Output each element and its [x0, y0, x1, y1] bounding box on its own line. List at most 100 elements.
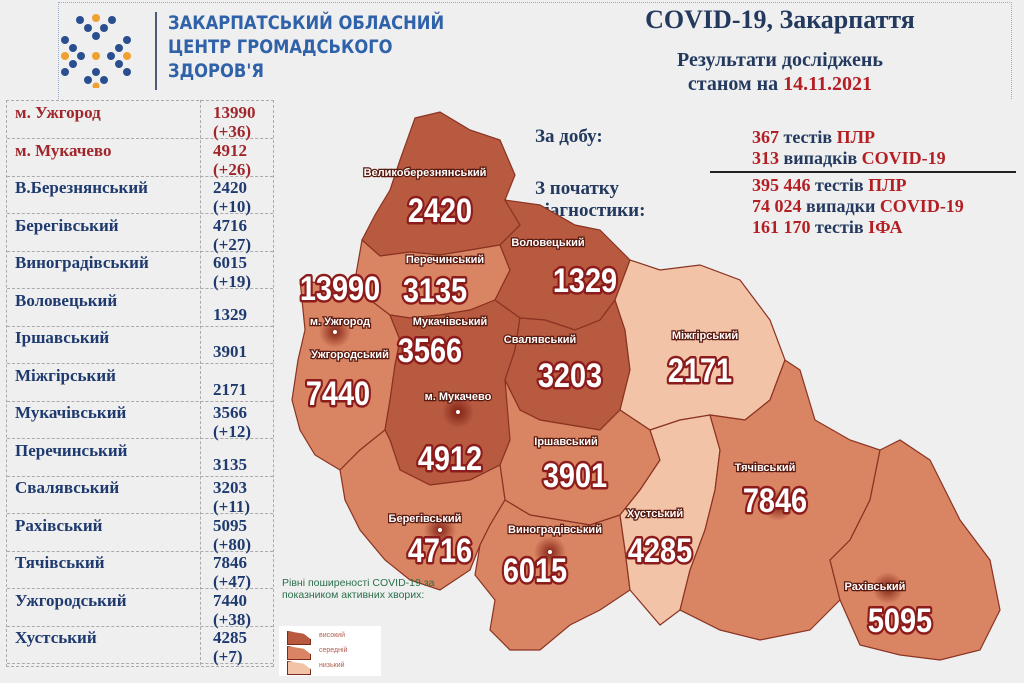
district-value-svaliavskyi: 3203 — [538, 356, 602, 395]
district-total: 4716 — [213, 215, 247, 235]
legend-label: високий — [319, 632, 345, 639]
district-total: 3135 — [213, 454, 247, 474]
table-row: м. Мукачево 4912 (+26) — [7, 139, 273, 179]
district-total: 2420 — [213, 178, 247, 197]
stat-line: 74 024 випадки COVID-19 — [752, 195, 964, 217]
stat-text: тестів — [815, 175, 864, 195]
legend-swatch — [287, 661, 311, 675]
stat-value: 395 446 — [752, 175, 811, 195]
table-row: м. Ужгород 13990 (+36) — [7, 101, 273, 141]
daily-label: За добу: — [535, 126, 603, 147]
district-name: м. Ужгород — [15, 103, 101, 122]
legend: високий середній низький — [279, 626, 381, 676]
report-date: 14.11.2021 — [783, 73, 873, 95]
stat-tag: ІФА — [868, 217, 903, 237]
org-name-line: ЗАКАРПАТСЬКИЙ ОБЛАСНИЙ — [168, 12, 445, 34]
district-values: 2171 — [213, 380, 247, 399]
district-value-mukachivskyi: 3566 — [398, 331, 462, 370]
table-row: Воловецький 1329 — [7, 289, 273, 327]
district-label-volovetskyi: Воловецький — [511, 237, 584, 249]
district-name: Воловецький — [15, 290, 118, 310]
district-total: 3566 — [213, 403, 247, 422]
table-row: Іршавський 3901 — [7, 326, 273, 364]
district-total: 4912 — [213, 140, 247, 160]
district-total: 1329 — [213, 304, 247, 324]
legend-swatch — [287, 646, 311, 660]
district-name: м. Мукачево — [15, 140, 112, 160]
district-total: 2171 — [213, 379, 247, 399]
district-value-vynohradivskyi: 6015 — [503, 551, 567, 590]
district-mizhhirskyi — [614, 259, 786, 431]
district-values: 7846 (+47) — [213, 553, 251, 591]
total-label: З початку діагностики: — [535, 178, 645, 222]
district-name: Рахівський — [15, 515, 103, 535]
stat-tag: ПЛР — [868, 175, 907, 195]
stat-value: 313 — [752, 148, 779, 168]
stat-value: 161 170 — [752, 217, 811, 237]
stat-text: випадки — [806, 196, 876, 216]
org-name-line: ЦЕНТР ГРОМАДСЬКОГО — [168, 36, 393, 58]
page-subtitle: Результати досліджень станом на 14.11.20… — [560, 48, 1000, 96]
district-value-khustskyi: 4285 — [628, 531, 692, 570]
stat-text: тестів — [815, 217, 864, 237]
stat-text: випадків — [783, 148, 858, 168]
district-values: 13990 (+36) — [213, 103, 256, 141]
city-marker-icon — [438, 528, 442, 532]
district-values: 4912 (+26) — [213, 141, 251, 179]
district-value-tiachivskyi: 7846 — [743, 481, 807, 520]
district-value-uzhhorodskyi: 7440 — [306, 374, 370, 413]
stat-value: 74 024 — [752, 196, 802, 216]
district-total: 7440 — [213, 590, 247, 610]
legend-swatch — [287, 631, 311, 645]
district-delta: (+47) — [213, 572, 252, 591]
table-row: Рахівський 5095 (+80) — [7, 514, 273, 554]
district-label-mizhhirskyi: Міжгірський — [672, 330, 738, 342]
district-value-rakhivskyi: 5095 — [868, 601, 932, 640]
district-delta: (+10) — [213, 197, 252, 216]
city-value-uzhhorod: 13990 — [300, 269, 380, 308]
stat-tag: COVID-19 — [861, 148, 946, 168]
table-row: Хустський 4285 (+7) — [7, 626, 273, 666]
district-name: Виноградівський — [15, 253, 149, 272]
header-frame — [58, 2, 1012, 99]
district-values: 3901 — [213, 342, 247, 361]
district-total: 13990 — [213, 103, 256, 122]
stat-line: 367 тестів ПЛР — [752, 126, 875, 148]
district-label-svaliavskyi: Свалявський — [504, 334, 576, 346]
table-row: Свалявський 3203 (+11) — [7, 476, 273, 516]
district-rakhivskyi — [829, 439, 1001, 661]
district-values: 4716 (+27) — [213, 216, 251, 254]
table-row: Тячівський 7846 (+47) — [7, 551, 273, 591]
stat-line: 161 170 тестів ІФА — [752, 216, 902, 238]
stat-tag: ПЛР — [836, 127, 876, 147]
district-name: Берегівський — [15, 215, 119, 235]
city-label-uzhhorod: м. Ужгород — [310, 316, 370, 328]
stat-line: 395 446 тестів ПЛР — [752, 174, 907, 196]
district-value-irshavskyi: 3901 — [543, 456, 607, 495]
district-name: В.Березнянський — [15, 178, 148, 197]
stat-text: тестів — [783, 127, 833, 147]
district-values: 5095 (+80) — [213, 516, 251, 554]
district-total: 6015 — [213, 253, 247, 272]
org-name: ЗАКАРПАТСЬКИЙ ОБЛАСНИЙ ЦЕНТР ГРОМАДСЬКОГ… — [168, 11, 444, 83]
district-table: м. Ужгород 13990 (+36) м. Мукачево 4912 (+2… — [6, 100, 274, 667]
district-values: 7440 (+38) — [213, 591, 251, 629]
district-value-mizhhirskyi: 2171 — [668, 351, 732, 390]
district-delta: (+80) — [213, 534, 252, 554]
table-row: Міжгірський 2171 — [7, 364, 273, 402]
district-name: Свалявський — [15, 478, 120, 497]
district-velykobereznianskyi — [361, 111, 521, 257]
total-label-line: діагностики: — [535, 200, 646, 221]
district-values: 4285 (+7) — [213, 628, 247, 666]
district-values: 3566 (+12) — [213, 403, 251, 441]
subtitle-date-line: станом на 14.11.2021 — [560, 72, 1000, 96]
city-marker-icon — [333, 330, 337, 334]
district-name: Тячівський — [15, 553, 105, 572]
district-delta: (+36) — [213, 122, 252, 141]
district-name: Ужгородський — [15, 590, 127, 610]
table-row: Перечинський 3135 — [7, 439, 273, 477]
district-name: Мукачівський — [15, 403, 127, 422]
district-name: Перечинський — [15, 440, 128, 460]
district-total: 7846 — [213, 553, 247, 572]
